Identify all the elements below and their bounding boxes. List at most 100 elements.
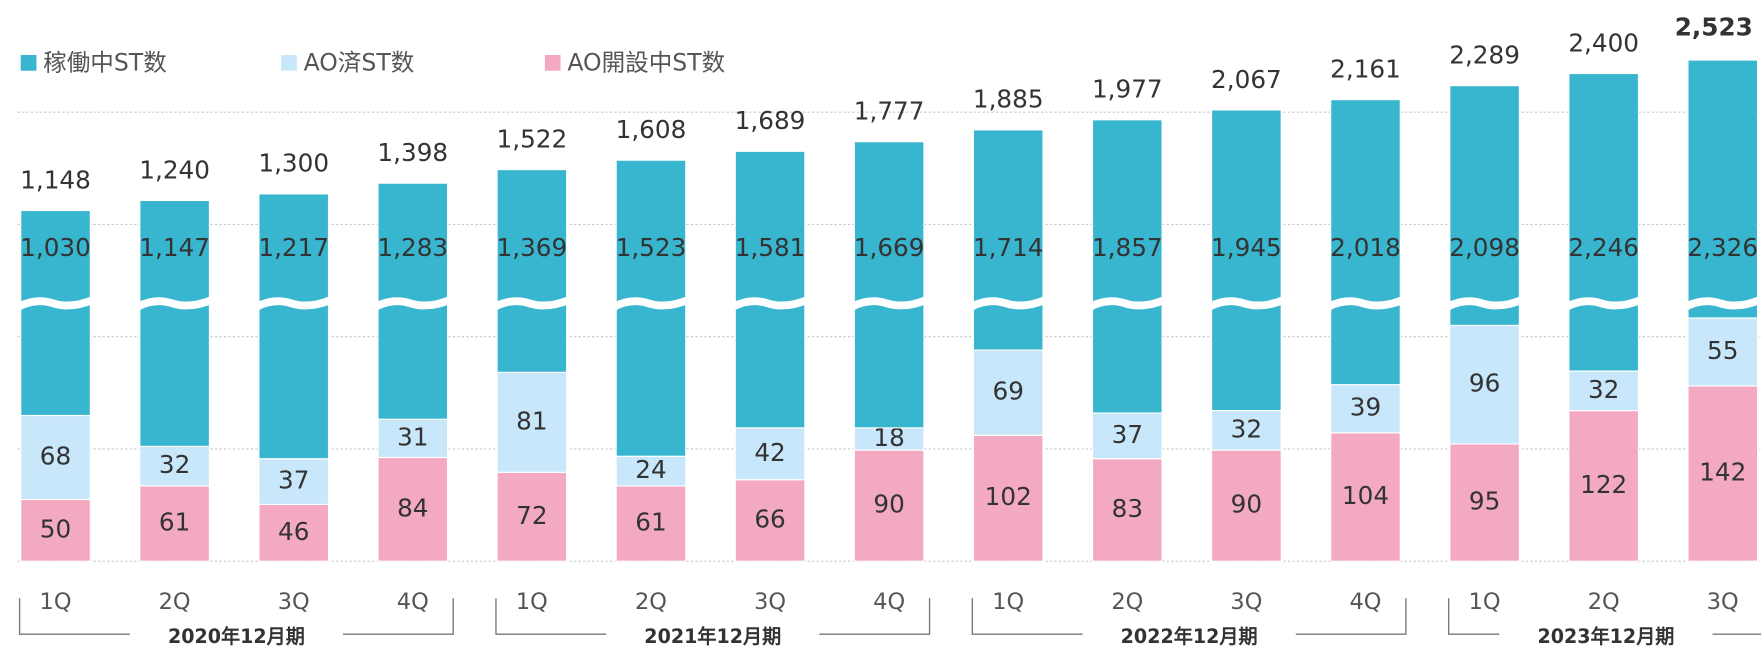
bar-segment	[20, 209, 91, 417]
bar-segment	[1091, 458, 1163, 562]
group-label: 2020年12月期	[168, 625, 305, 648]
axis-break	[373, 296, 452, 311]
value-label: 31	[397, 422, 428, 451]
value-label: 1,030	[20, 233, 91, 262]
axis-break	[493, 296, 571, 311]
x-tick-label: 4Q	[397, 589, 429, 615]
value-label: 24	[635, 455, 666, 484]
bar-segment	[853, 449, 925, 562]
bar-segment	[1568, 410, 1640, 562]
bar-segment	[1449, 443, 1520, 562]
x-tick-label: 1Q	[1469, 589, 1501, 615]
group-bracket	[495, 598, 931, 635]
value-label: 2,098	[1449, 233, 1520, 262]
bar-segment	[377, 456, 449, 562]
bar-segment	[1568, 370, 1640, 412]
value-label: 55	[1707, 336, 1738, 365]
group-label: 2023年12月期	[1537, 625, 1674, 648]
x-tick-label: 3Q	[754, 589, 786, 615]
bar-segment	[853, 141, 925, 429]
bar-segment	[734, 150, 806, 429]
group-label: 2022年12月期	[1121, 625, 1258, 648]
x-tick-label: 1Q	[516, 589, 548, 615]
x-tick-label: 2Q	[635, 589, 667, 615]
value-label: 72	[516, 501, 547, 530]
bar-segment	[1687, 385, 1759, 562]
bar-segment	[615, 159, 687, 457]
legend-label: 稼働中ST数	[43, 48, 167, 76]
value-label: 83	[1112, 494, 1143, 523]
bar-segment	[496, 371, 568, 473]
total-label: 1,777	[854, 97, 925, 126]
value-label: 1,369	[497, 233, 568, 262]
x-tick-label: 2Q	[159, 589, 191, 615]
value-label: 90	[1231, 490, 1262, 519]
value-label: 32	[1231, 414, 1262, 443]
value-label: 84	[397, 493, 428, 522]
value-label: 2,246	[1568, 233, 1639, 262]
bar-segment	[139, 199, 210, 447]
group-label: 2021年12月期	[644, 625, 781, 648]
value-label: 69	[993, 377, 1024, 406]
bar-segment	[1568, 72, 1640, 372]
legend-swatch	[544, 54, 561, 71]
axis-break	[16, 296, 95, 311]
axis-break	[1207, 296, 1285, 311]
value-label: 122	[1580, 470, 1627, 499]
axis-break	[850, 296, 928, 311]
bar-segment	[1330, 99, 1401, 386]
legend-swatch	[281, 54, 297, 71]
value-label: 1,581	[735, 233, 806, 262]
bar-segment	[258, 193, 330, 460]
bar-segment	[1211, 109, 1282, 412]
bar-segment	[972, 434, 1044, 562]
axis-break	[254, 296, 333, 311]
x-tick-label: 4Q	[1350, 589, 1382, 615]
bar-segment	[1449, 324, 1520, 445]
bar-segment	[258, 503, 330, 562]
bar-segment	[972, 349, 1044, 436]
bar-segment	[1211, 410, 1282, 451]
bar-segment	[20, 414, 91, 501]
legend-label: AO開設中ST数	[567, 48, 725, 76]
total-label: 2,067	[1211, 65, 1282, 94]
value-label: 1,283	[377, 233, 448, 262]
axis-break	[969, 296, 1047, 311]
x-tick-label: 2Q	[1111, 589, 1143, 615]
value-label: 66	[754, 504, 785, 533]
value-label: 1,857	[1092, 233, 1163, 262]
axis-break	[731, 296, 809, 311]
value-label: 102	[985, 482, 1032, 511]
bar-segment	[258, 458, 330, 505]
axis-break	[1326, 296, 1405, 311]
value-label: 95	[1469, 487, 1500, 516]
total-label: 1,398	[377, 138, 448, 167]
bar-segment	[734, 427, 806, 481]
group-bracket	[1447, 598, 1761, 635]
total-label: 2,400	[1568, 28, 1639, 57]
value-label: 1,217	[258, 233, 329, 262]
group-bracket	[18, 598, 454, 635]
legend-swatch	[20, 54, 37, 71]
value-label: 96	[1469, 369, 1500, 398]
value-label: 32	[1588, 375, 1619, 404]
axis-break	[135, 296, 214, 311]
axis-break	[612, 296, 690, 311]
value-label: 37	[278, 466, 309, 495]
bar-segment	[377, 418, 449, 459]
bar-segment	[1449, 85, 1520, 326]
legend-label: AO済ST数	[304, 48, 415, 76]
value-label: 61	[635, 508, 666, 537]
total-label: 1,240	[139, 155, 210, 184]
total-label: 1,522	[497, 124, 568, 153]
total-label: 2,523	[1675, 13, 1753, 42]
x-tick-label: 3Q	[278, 589, 310, 615]
axis-break	[1088, 296, 1166, 311]
x-tick-label: 3Q	[1230, 589, 1262, 615]
value-label: 1,523	[616, 233, 687, 262]
bar-segment	[972, 129, 1044, 351]
bar-segment	[20, 498, 91, 562]
bar-segment	[1091, 412, 1163, 460]
total-label: 1,300	[258, 149, 329, 178]
